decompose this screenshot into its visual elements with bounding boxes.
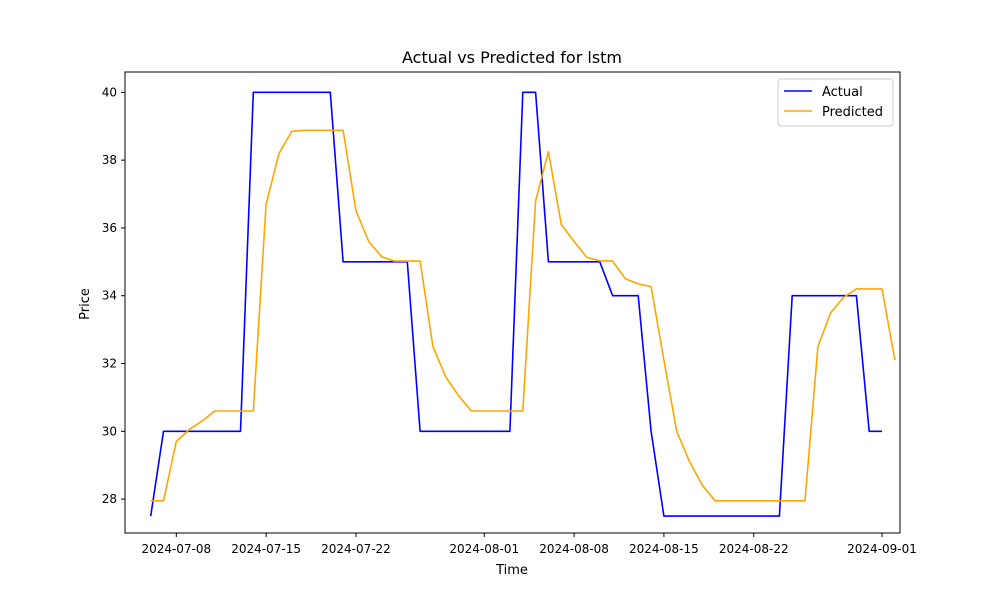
- series-line-predicted: [150, 129, 896, 502]
- series-line-actual: [149, 91, 882, 517]
- y-tick-label: 36: [102, 221, 117, 235]
- chart-title: Actual vs Predicted for lstm: [402, 48, 622, 67]
- y-tick-label: 40: [102, 85, 117, 99]
- x-axis-label: Time: [495, 563, 528, 578]
- x-axis-ticks: 2024-07-08 2024-07-15 2024-07-22 2024-08-01…: [141, 533, 917, 556]
- y-tick-label: 38: [102, 153, 117, 167]
- plot-frame: [124, 71, 901, 534]
- x-tick-label: 2024-08-01: [449, 542, 519, 556]
- legend-label-actual: Actual: [822, 85, 863, 100]
- x-tick-label: 2024-07-08: [141, 542, 211, 556]
- y-tick-label: 28: [102, 492, 117, 506]
- x-tick-label: 2024-07-15: [231, 542, 301, 556]
- legend-label-predicted: Predicted: [822, 105, 883, 120]
- y-tick-label: 30: [102, 424, 117, 438]
- y-tick-label: 34: [102, 289, 117, 303]
- plot-area: [149, 91, 896, 517]
- x-tick-label: 2024-08-22: [719, 542, 789, 556]
- x-tick-label: 2024-07-22: [321, 542, 391, 556]
- legend: Actual Predicted: [777, 78, 894, 127]
- y-axis-label: Price: [78, 288, 93, 320]
- x-tick-label: 2024-08-08: [539, 542, 609, 556]
- x-tick-label: 2024-09-01: [847, 542, 917, 556]
- y-tick-label: 32: [102, 357, 117, 371]
- y-axis-ticks: 28 30 32 34 36 38 40: [102, 85, 125, 506]
- x-tick-label: 2024-08-15: [629, 542, 699, 556]
